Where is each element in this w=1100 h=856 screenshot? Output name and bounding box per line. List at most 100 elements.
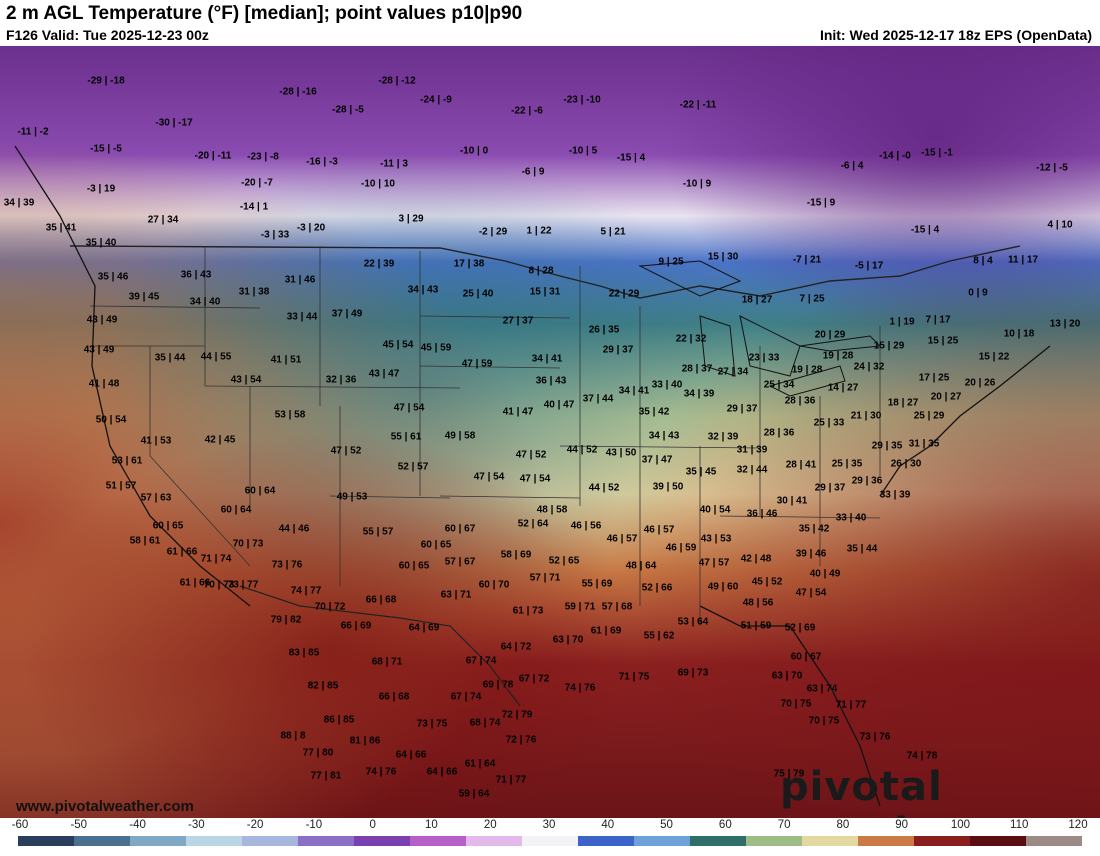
point-value: 52 | 65	[548, 555, 580, 567]
point-value: 35 | 45	[685, 466, 717, 478]
point-value: 58 | 69	[500, 549, 532, 561]
point-value: 14 | 27	[827, 382, 859, 394]
point-value: 18 | 27	[887, 397, 919, 409]
point-value: 47 | 57	[698, 557, 730, 569]
point-value: -28 | -16	[279, 86, 317, 98]
website-url[interactable]: www.pivotalweather.com	[16, 798, 194, 815]
colorbar-tick-label: 30	[542, 819, 556, 831]
colorbar: -60 -50 -40 -30 -20 -10 0 10 20 30 40 50 60 70 80 90 100…	[0, 818, 1100, 850]
point-value: 33 | 39	[879, 489, 911, 501]
point-value: -15 | 4	[910, 224, 940, 236]
point-value: 60 | 65	[152, 520, 184, 532]
point-value: 86 | 85	[323, 714, 355, 726]
point-value: 9 | 25	[658, 256, 684, 268]
colorbar-segment	[970, 836, 1027, 846]
point-value: 47 | 59	[461, 358, 493, 370]
point-value: 55 | 61	[390, 431, 422, 443]
point-value: 52 | 57	[397, 461, 429, 473]
point-value: 63 | 70	[771, 670, 803, 682]
colorbar-tick-label: -50	[70, 819, 88, 831]
point-value: 71 | 77	[835, 699, 867, 711]
point-value: 51 | 57	[105, 480, 137, 492]
point-value: 55 | 57	[362, 526, 394, 538]
point-value: -20 | -7	[241, 177, 273, 189]
point-value: -16 | -3	[306, 156, 338, 168]
point-value: 59 | 64	[458, 788, 490, 800]
point-value: 46 | 56	[570, 520, 602, 532]
colorbar-segment	[1026, 836, 1082, 846]
point-value: -22 | -11	[679, 99, 717, 111]
point-value: 64 | 69	[408, 622, 440, 634]
point-value: 49 | 53	[336, 491, 368, 503]
point-value: 31 | 46	[284, 274, 316, 286]
point-value: 44 | 52	[588, 482, 620, 494]
point-value: 57 | 67	[444, 556, 476, 568]
colorbar-segment	[466, 836, 523, 846]
point-value: 47 | 54	[393, 402, 425, 414]
point-value: 20 | 27	[930, 391, 962, 403]
point-value: 83 | 85	[288, 647, 320, 659]
point-value: 43 | 49	[83, 344, 115, 356]
point-value: 47 | 52	[515, 449, 547, 461]
colorbar-tick-label: 40	[601, 819, 615, 831]
point-value: 28 | 37	[681, 363, 713, 375]
temperature-map[interactable]: -29 | -18 -28 | -12 -28 | -16 -24 | -9 -23 |…	[0, 46, 1100, 818]
point-value: 31 | 38	[238, 286, 270, 298]
point-value: 41 | 48	[88, 378, 120, 390]
point-value: 75 | 79	[773, 768, 805, 780]
point-value: 3 | 29	[398, 213, 424, 225]
point-value: 42 | 45	[204, 434, 236, 446]
point-value: 64 | 72	[500, 641, 532, 653]
point-value: 64 | 66	[395, 749, 427, 761]
point-value: 49 | 60	[707, 581, 739, 593]
point-value: 55 | 69	[581, 578, 613, 590]
point-value: 60 | 70	[478, 579, 510, 591]
point-value: 34 | 41	[531, 353, 563, 365]
point-value: 34 | 40	[189, 296, 221, 308]
point-value: 17 | 38	[453, 258, 485, 270]
point-value: 30 | 41	[776, 495, 808, 507]
point-value: 34 | 43	[648, 430, 680, 442]
point-value: 15 | 31	[529, 286, 561, 298]
point-value: 26 | 30	[890, 458, 922, 470]
point-value: 67 | 72	[518, 673, 550, 685]
point-value: 4 | 10	[1047, 219, 1073, 231]
point-value: -23 | -10	[563, 94, 601, 106]
point-value: 70 | 73	[232, 538, 264, 550]
point-value: 70 | 75	[808, 715, 840, 727]
point-value: 70 | 73	[203, 579, 235, 591]
point-value: 35 | 42	[638, 406, 670, 418]
point-value: 52 | 69	[784, 622, 816, 634]
point-value: 22 | 39	[363, 258, 395, 270]
point-value: 60 | 67	[790, 651, 822, 663]
point-value: 35 | 44	[154, 352, 186, 364]
point-value: 37 | 47	[641, 454, 673, 466]
point-value: -29 | -18	[87, 75, 125, 87]
point-value: 36 | 46	[746, 508, 778, 520]
point-value: 69 | 78	[482, 679, 514, 691]
point-value: 49 | 58	[444, 430, 476, 442]
point-value: 66 | 69	[340, 620, 372, 632]
point-value: 73 | 75	[416, 718, 448, 730]
point-value: 26 | 35	[588, 324, 620, 336]
colorbar-tick-label: -40	[129, 819, 146, 831]
point-value: 33 | 40	[651, 379, 683, 391]
point-value: 45 | 59	[420, 342, 452, 354]
point-value: 37 | 44	[582, 393, 614, 405]
colorbar-tick-label: -30	[188, 819, 205, 831]
point-value: 15 | 30	[707, 251, 739, 263]
point-value: -28 | -5	[332, 104, 364, 116]
point-value: 25 | 29	[913, 410, 945, 422]
point-value: -6 | 9	[521, 166, 545, 178]
colorbar-tick-label: 120	[1068, 819, 1088, 831]
point-value: 46 | 59	[665, 542, 697, 554]
point-value: 77 | 80	[302, 747, 334, 759]
point-value: 28 | 41	[785, 459, 817, 471]
point-value: 22 | 29	[608, 288, 640, 300]
point-value: 53 | 58	[274, 409, 306, 421]
colorbar-segment	[298, 836, 355, 846]
colorbar-tick-label: 0	[369, 819, 376, 831]
point-value: 73 | 77	[227, 579, 259, 591]
point-value: -23 | -8	[247, 151, 279, 163]
colorbar-segment	[634, 836, 691, 846]
